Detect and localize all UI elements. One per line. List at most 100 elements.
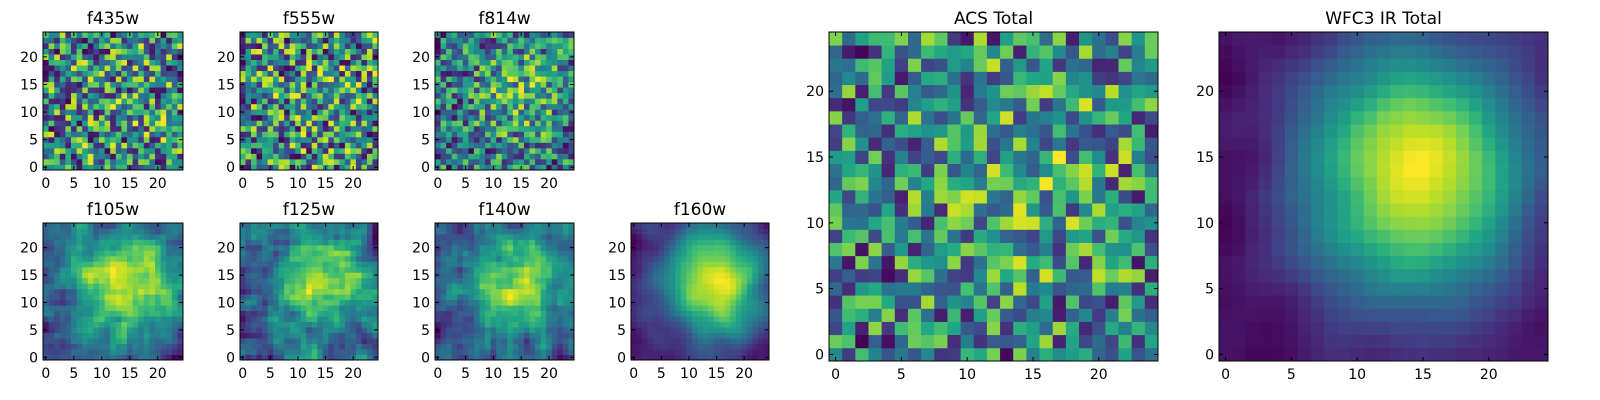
heatmap-cell <box>317 244 324 251</box>
heatmap-cell <box>642 233 648 240</box>
heatmap-cell <box>907 295 922 309</box>
heatmap-cell <box>735 233 742 240</box>
heatmap-cell <box>512 70 519 77</box>
heatmap-cell <box>54 87 61 94</box>
heatmap-cell <box>273 327 280 333</box>
heatmap-cell <box>921 163 935 178</box>
heatmap-cell <box>48 81 55 88</box>
heatmap-cell <box>99 87 105 94</box>
heatmap-cell <box>295 277 302 284</box>
heatmap-cell <box>143 354 150 361</box>
heatmap-cell <box>691 354 698 361</box>
heatmap-cell <box>551 103 558 110</box>
heatmap-cell <box>1052 203 1067 217</box>
heatmap-cell <box>138 125 145 132</box>
heatmap-cell <box>306 228 313 235</box>
heatmap-cell <box>735 338 742 344</box>
heatmap-cell <box>562 261 569 268</box>
heatmap-cell <box>166 136 173 143</box>
heatmap-cell <box>501 244 508 251</box>
heatmap-cell <box>440 277 447 284</box>
heatmap-cell <box>724 261 731 268</box>
heatmap-cell <box>485 147 491 154</box>
x-tick-label: 20 <box>735 366 753 382</box>
heatmap-cell <box>551 158 558 165</box>
heatmap-cell <box>829 321 843 336</box>
heatmap-cell <box>496 43 503 49</box>
heatmap-cell <box>1118 229 1133 243</box>
heatmap-cell <box>317 48 324 55</box>
heatmap-cell <box>76 321 83 328</box>
heatmap-cell <box>1144 334 1159 349</box>
heatmap-cell <box>121 164 128 171</box>
heatmap-cell <box>562 239 569 246</box>
heatmap-cell <box>512 114 519 121</box>
heatmap-cell <box>311 343 318 350</box>
heatmap-cell <box>54 305 61 312</box>
heatmap-cell <box>366 32 373 38</box>
heatmap-cell <box>115 131 122 138</box>
heatmap-cell <box>523 164 530 171</box>
heatmap-cell <box>82 327 89 333</box>
heatmap-cell <box>647 277 654 284</box>
heatmap-cell <box>446 228 453 235</box>
heatmap-cell <box>490 255 497 262</box>
heatmap-cell <box>245 327 252 333</box>
heatmap-cell <box>440 288 447 295</box>
heatmap-cell <box>127 261 133 268</box>
heatmap-cell <box>110 272 117 279</box>
heatmap-cell <box>93 43 100 49</box>
heatmap-cell <box>642 223 648 229</box>
heatmap-cell <box>110 283 117 290</box>
heatmap-cell <box>490 98 497 105</box>
heatmap-cell <box>440 142 447 149</box>
heatmap-cell <box>171 125 178 132</box>
heatmap-cell <box>300 343 307 350</box>
heatmap-cell <box>485 103 491 110</box>
heatmap-cell <box>295 338 302 344</box>
heatmap-cell <box>355 349 362 355</box>
heatmap-cell <box>339 147 346 154</box>
heatmap-cell <box>440 109 447 116</box>
heatmap-cell <box>366 65 373 72</box>
heatmap-cell <box>311 70 318 77</box>
heatmap-cell <box>702 261 709 268</box>
heatmap-cell <box>746 255 753 262</box>
heatmap-cell <box>311 147 318 154</box>
heatmap-cell <box>435 316 441 323</box>
heatmap-cell <box>512 142 519 149</box>
heatmap-cell <box>65 233 72 240</box>
heatmap-cell <box>115 228 122 235</box>
heatmap-cell <box>512 76 519 83</box>
heatmap-cell <box>127 48 133 55</box>
heatmap-cell <box>99 70 105 77</box>
heatmap-cell <box>557 310 564 317</box>
heatmap-cell <box>355 142 362 149</box>
heatmap-cell <box>251 54 257 60</box>
heatmap-cell <box>752 338 759 344</box>
heatmap-cell <box>155 70 161 77</box>
heatmap-cell <box>132 76 139 83</box>
heatmap-cell <box>99 228 105 235</box>
heatmap-cell <box>881 321 896 336</box>
heatmap-cell <box>99 147 105 154</box>
heatmap-cell <box>842 203 856 217</box>
heatmap-cell <box>647 349 654 355</box>
heatmap-cell <box>468 103 475 110</box>
heatmap-cell <box>155 250 161 257</box>
heatmap-cell <box>518 310 525 317</box>
heatmap-cell <box>669 338 676 344</box>
heatmap-cell <box>93 147 100 154</box>
heatmap-cell <box>317 125 324 132</box>
heatmap-cell <box>435 288 441 295</box>
heatmap-cell <box>719 233 726 240</box>
heatmap-cell <box>529 266 536 273</box>
heatmap-cell <box>1026 268 1040 283</box>
heatmap-cell <box>339 98 346 105</box>
heatmap-cell <box>757 316 764 323</box>
heatmap-cell <box>730 343 737 350</box>
heatmap-cell <box>143 37 150 44</box>
heatmap-cell <box>355 354 362 361</box>
heatmap-cell <box>300 305 307 312</box>
heatmap-cell <box>350 87 357 94</box>
